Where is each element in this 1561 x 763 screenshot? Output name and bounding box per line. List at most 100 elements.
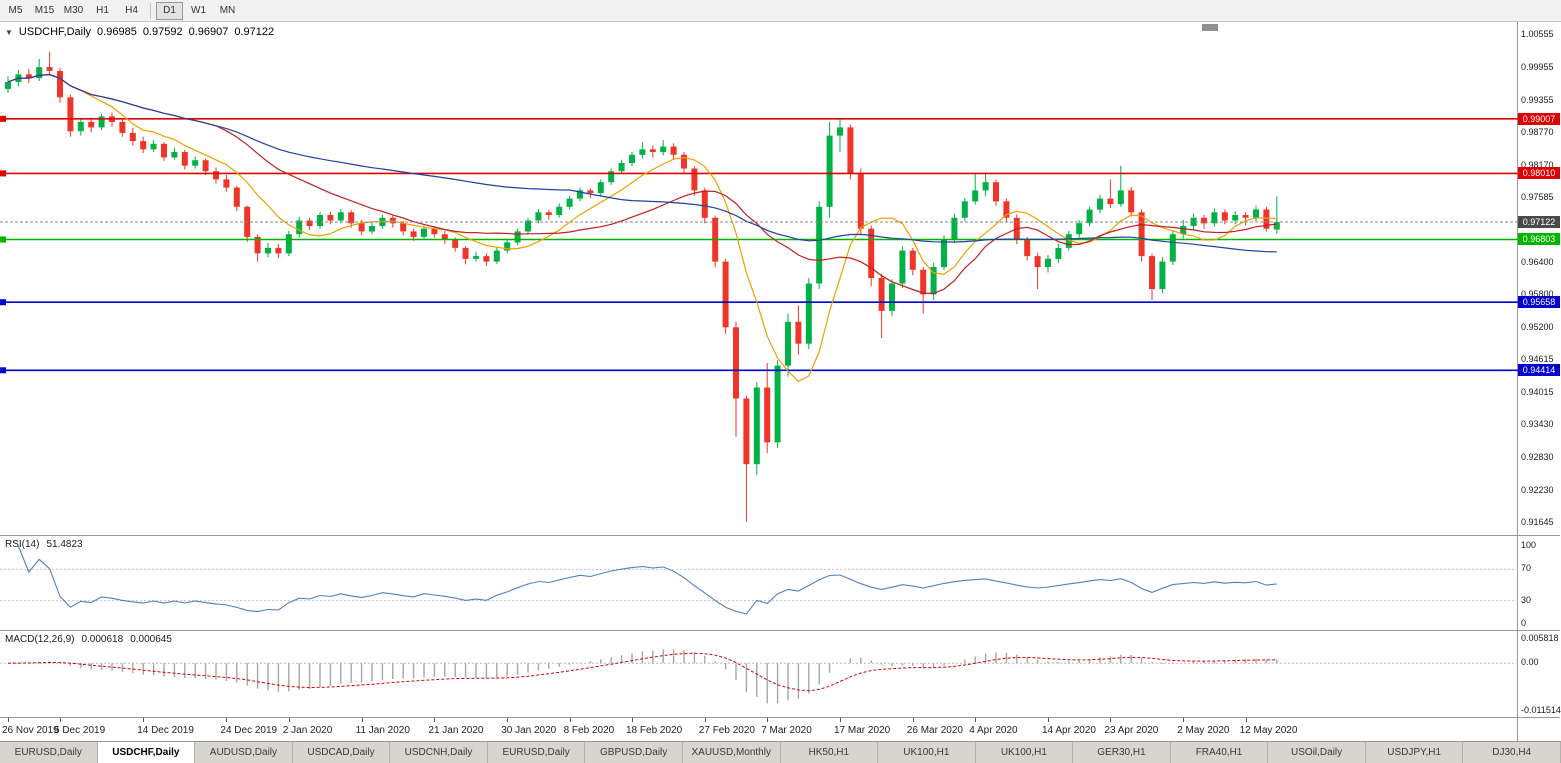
chart-tab-EURUSD-Daily[interactable]: EURUSD,Daily <box>488 742 586 763</box>
time-axis-tick <box>434 718 436 722</box>
rsi-panel[interactable]: RSI(14) 51.4823 <box>0 535 1518 631</box>
time-axis-label: 23 Apr 2020 <box>1104 725 1159 736</box>
timeframe-button-M5[interactable]: M5 <box>8 5 23 16</box>
chart-tab-USOil-Daily[interactable]: USOil,Daily <box>1268 742 1366 763</box>
time-axis-tick <box>632 718 633 722</box>
time-axis-tick <box>8 718 9 722</box>
time-axis-tick <box>507 718 509 722</box>
time-axis-label: 2 May 2020 <box>1177 725 1230 736</box>
price-chart-svg[interactable] <box>0 22 1518 535</box>
ma-medium-line <box>7 73 1277 295</box>
price-tag-current: 0.97122 <box>1518 216 1560 228</box>
macd-panel[interactable]: MACD(12,26,9) 0.000618 0.000645 <box>0 630 1518 718</box>
chart-tab-DJ30-H4[interactable]: DJ30,H4 <box>1463 742 1561 763</box>
time-axis-label: 4 Apr 2020 <box>969 725 1018 736</box>
time-axis-tick <box>569 718 571 722</box>
price-axis-tick: 0.97585 <box>1521 192 1554 202</box>
price-panel[interactable]: ▼ USDCHF,Daily 0.96985 0.97592 0.96907 0… <box>0 22 1518 535</box>
chart-tab-AUDUSD-Daily[interactable]: AUDUSD,Daily <box>195 742 293 763</box>
price-axis-tick: 0.92230 <box>1521 485 1554 495</box>
macd-signal-line <box>7 652 1277 692</box>
time-axis-label: 26 Mar 2020 <box>906 725 963 736</box>
chart-tab-UK100-H1[interactable]: UK100,H1 <box>976 742 1074 763</box>
chart-tab-XAUUSD-Monthly[interactable]: XAUUSD,Monthly <box>683 742 781 763</box>
time-axis-label: 8 Feb 2020 <box>563 725 615 736</box>
time-axis[interactable]: 26 Nov 2019 5 Dec 2019 14 Dec 2019 24 Dec 2… <box>0 717 1517 741</box>
price-axis-tick: 0.99355 <box>1521 95 1554 105</box>
chart-region: ▼ USDCHF,Daily 0.96985 0.97592 0.96907 0… <box>0 22 1561 741</box>
chart-tab-USDCHF-Daily[interactable]: USDCHF,Daily <box>97 742 196 763</box>
candles <box>5 51 1280 522</box>
macd-histogram <box>17 649 1278 704</box>
timeframe-button-MN[interactable]: MN <box>219 5 236 16</box>
time-axis-label: 14 Dec 2019 <box>137 725 194 736</box>
time-axis-label: 12 May 2020 <box>1239 725 1298 736</box>
time-axis-label: 14 Apr 2020 <box>1042 725 1096 736</box>
time-axis-label: 5 Dec 2019 <box>54 725 106 736</box>
time-axis-tick <box>143 718 145 722</box>
chart-tab-HK50-H1[interactable]: HK50,H1 <box>781 742 879 763</box>
chart-tab-GER30-H1[interactable]: GER30,H1 <box>1073 742 1171 763</box>
chart-tab-EURUSD-Daily[interactable]: EURUSD,Daily <box>0 742 98 763</box>
chart-panels: ▼ USDCHF,Daily 0.96985 0.97592 0.96907 0… <box>0 22 1518 741</box>
chart-scrollbar-thumb[interactable] <box>1202 24 1218 31</box>
macd-chart[interactable] <box>0 631 1518 718</box>
timeframe-button-H1[interactable]: H1 <box>96 5 109 16</box>
price-axis-tick: 0.99955 <box>1521 62 1554 72</box>
timeframe-button-M15[interactable]: M15 <box>34 5 55 16</box>
chart-tab-UK100-H1[interactable]: UK100,H1 <box>878 742 976 763</box>
price-tag-resistance-1: 0.98010 <box>1518 167 1560 179</box>
price-axis[interactable]: 1.00555 0.99955 0.99355 0.98770 0.98170 0.975… <box>1518 22 1561 741</box>
rsi-axis-tick: 70 <box>1521 563 1532 573</box>
chart-tab-USDCAD-Daily[interactable]: USDCAD,Daily <box>293 742 391 763</box>
macd-axis-tick: -0.011514 <box>1521 705 1561 715</box>
rsi-axis-tick: 100 <box>1521 540 1537 550</box>
rsi-axis-tick: 0 <box>1521 618 1527 628</box>
price-axis-tick: 0.98770 <box>1521 127 1554 137</box>
time-axis-tick <box>767 718 769 722</box>
time-axis-label: 7 Mar 2020 <box>761 725 812 736</box>
time-axis-label: 2 Jan 2020 <box>282 725 333 736</box>
macd-axis-tick: 0.005818 <box>1521 633 1559 643</box>
chart-tab-bar: EURUSD,Daily USDCHF,Daily AUDUSD,Daily USDC… <box>0 741 1561 763</box>
price-tag-pivot-2: 0.96803 <box>1518 233 1560 245</box>
timeframe-button-W1[interactable]: W1 <box>191 5 206 16</box>
time-axis-tick <box>1183 718 1185 722</box>
time-axis-tick <box>975 718 977 722</box>
ma-fast-line <box>7 73 1277 383</box>
chart-tab-USDJPY-H1[interactable]: USDJPY,H1 <box>1366 742 1464 763</box>
price-axis-tick: 0.96400 <box>1521 257 1554 267</box>
chart-tab-FRA40-H1[interactable]: FRA40,H1 <box>1171 742 1269 763</box>
time-axis-label: 11 Jan 2020 <box>355 725 410 736</box>
rsi-chart[interactable] <box>0 536 1518 631</box>
price-axis-tick: 0.91645 <box>1521 517 1554 527</box>
rsi-chart-svg[interactable] <box>0 536 1518 631</box>
time-axis-label: 18 Feb 2020 <box>626 725 683 736</box>
price-tag-resistance-0: 0.99007 <box>1518 113 1560 125</box>
chart-tab-GBPUSD-Daily[interactable]: GBPUSD,Daily <box>585 742 683 763</box>
price-tag-support-3: 0.95658 <box>1518 296 1560 308</box>
time-axis-tick <box>1245 718 1247 722</box>
price-chart[interactable] <box>0 22 1518 535</box>
time-axis-tick <box>226 718 228 722</box>
time-axis-tick <box>1048 718 1049 722</box>
time-axis-label: 30 Jan 2020 <box>501 725 557 736</box>
timeframe-button-H4[interactable]: H4 <box>125 5 138 16</box>
time-axis-tick <box>361 718 363 722</box>
time-axis-label: 21 Jan 2020 <box>428 725 484 736</box>
timeframe-button-D1[interactable]: D1 <box>156 1 183 20</box>
price-axis-tick: 0.92830 <box>1521 452 1554 462</box>
price-axis-tick: 0.94615 <box>1521 354 1554 364</box>
macd-chart-svg[interactable] <box>0 631 1518 718</box>
chart-tab-USDCNH-Daily[interactable]: USDCNH,Daily <box>390 742 488 763</box>
time-axis-label: 27 Feb 2020 <box>698 725 755 736</box>
rsi-axis-tick: 30 <box>1521 595 1532 605</box>
time-axis-label: 24 Dec 2019 <box>220 725 278 736</box>
price-axis-tick: 0.94015 <box>1521 387 1554 397</box>
time-axis-tick <box>840 718 841 722</box>
timeframe-button-M30[interactable]: M30 <box>63 5 84 16</box>
ma-slow-line <box>7 73 1277 253</box>
toolbar-separator <box>150 2 151 19</box>
timeframe-toolbar: M5 M15 M30 H1 H4 D1 W1 MN <box>0 0 1561 22</box>
